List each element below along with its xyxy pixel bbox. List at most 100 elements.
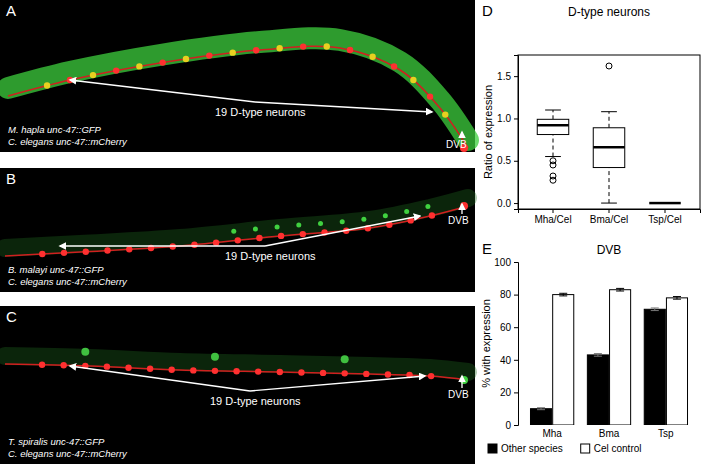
neuron-cell (159, 59, 165, 65)
bar (587, 355, 608, 425)
tick: Tsp/Cel (648, 209, 681, 225)
bar (553, 295, 574, 425)
axis-line (519, 425, 701, 426)
axis-line (514, 263, 519, 426)
tick-mark (665, 209, 666, 213)
tick: 1.0 (497, 113, 518, 124)
tick-mark (553, 209, 554, 213)
tick: 100 (494, 257, 518, 268)
neuron-cell (278, 233, 284, 239)
tick: 0.0 (497, 198, 518, 209)
image-panel: A19 D-type neuronsDVBM. hapla unc-47::GF… (0, 0, 475, 152)
neuron-label: 19 D-type neurons (210, 395, 301, 407)
tick-mark (514, 327, 518, 328)
neuron-cell (60, 362, 66, 368)
neuron-cell (233, 368, 239, 374)
tick-label: 1.5 (497, 71, 511, 82)
dvb-label: DVB (448, 215, 469, 226)
median (537, 124, 569, 127)
bar-chart: EDVB% with expression020406080100MhaBmaT… (480, 240, 701, 454)
figure: A19 D-type neuronsDVBM. hapla unc-47::GF… (0, 0, 713, 468)
gfp-spot (296, 223, 301, 228)
neuron-cell (363, 371, 369, 377)
neuron-cell (320, 370, 326, 376)
y-axis-title: Ratio of expression (482, 85, 494, 179)
neuron-cell (229, 49, 235, 55)
median (649, 202, 681, 205)
panel-letter: B (6, 170, 16, 187)
arrow (250, 376, 425, 391)
legend-item: Cel control (581, 443, 642, 454)
neuron-cell (61, 250, 67, 256)
plot-area (537, 63, 681, 203)
tick: 80 (500, 289, 518, 300)
tick-label: Tsp/Cel (648, 214, 681, 225)
dvb-cell (460, 202, 468, 210)
whisker-cap (601, 203, 617, 204)
dvb-label: DVB (448, 389, 469, 400)
legend-swatch (581, 444, 590, 453)
control-label: C. elegans unc-47::mCherry (8, 276, 128, 287)
gfp-spot (425, 204, 430, 209)
error-bar (616, 288, 624, 291)
whisker (609, 112, 610, 128)
y-axis-title: % with expression (480, 299, 492, 388)
neuron-cell (369, 53, 375, 59)
image-panel: B19 D-type neuronsDVBB. malayi unc-47::G… (0, 168, 475, 292)
whisker-cap (601, 111, 617, 112)
legend: Other speciesCel control (488, 443, 642, 454)
arrow (70, 80, 255, 102)
tick: 0 (505, 420, 518, 431)
neuron-cell (125, 365, 131, 371)
neuron-cell (191, 242, 197, 248)
neuron-cell (83, 248, 89, 254)
whisker (609, 168, 610, 204)
neuron-cell (300, 43, 306, 49)
image-background (0, 168, 475, 292)
gfp-spot (253, 227, 258, 232)
dvb-label: DVB (446, 139, 467, 150)
panel-letter: E (482, 240, 492, 257)
control-label: C. elegans unc-47::mCherry (8, 136, 128, 147)
gfp-spot (340, 219, 345, 224)
tick: 1.5 (497, 71, 518, 82)
neuron-cell (44, 82, 50, 88)
arrow (70, 366, 250, 391)
tick-mark (514, 262, 518, 263)
neuron-cell (169, 367, 175, 373)
outlier (550, 162, 556, 168)
neuron-cell (90, 72, 96, 78)
worm-body (8, 38, 468, 140)
tick-label: 0 (505, 420, 511, 431)
tick-label: 0.5 (497, 155, 511, 166)
arrow (461, 132, 462, 138)
tick-label: 100 (494, 257, 511, 268)
legend-swatch (488, 444, 497, 453)
whisker (553, 135, 554, 157)
ventral-cord (8, 46, 468, 148)
neuron-cell (427, 93, 433, 99)
tick: 20 (500, 387, 518, 398)
tick-label: Bma/Cel (590, 214, 628, 225)
tick-label: 0.0 (497, 198, 511, 209)
gfp-spot (383, 213, 388, 218)
tick-label: 60 (500, 322, 512, 333)
tick-mark (609, 209, 610, 213)
error-bar (651, 308, 659, 311)
neuron-cell (39, 362, 45, 368)
bar (610, 290, 631, 425)
control-label: C. elegans unc-47::mCherry (8, 448, 128, 459)
outlier (606, 63, 612, 69)
neuron-cell (253, 47, 259, 53)
y-axis: 0.0 0.5 1.0 1.5 (497, 56, 518, 210)
tick: Bma/Cel (590, 209, 628, 225)
whisker-cap (545, 110, 561, 111)
image-background (0, 306, 475, 464)
chart-title: DVB (597, 243, 622, 257)
tick: 40 (500, 355, 518, 366)
gfp-spot (231, 229, 236, 234)
gfp-spot (275, 224, 280, 229)
gfp-spot (404, 209, 409, 214)
bar (666, 298, 687, 425)
box-chart: DD-type neuronsRatio of expression0.00.5… (482, 2, 701, 225)
